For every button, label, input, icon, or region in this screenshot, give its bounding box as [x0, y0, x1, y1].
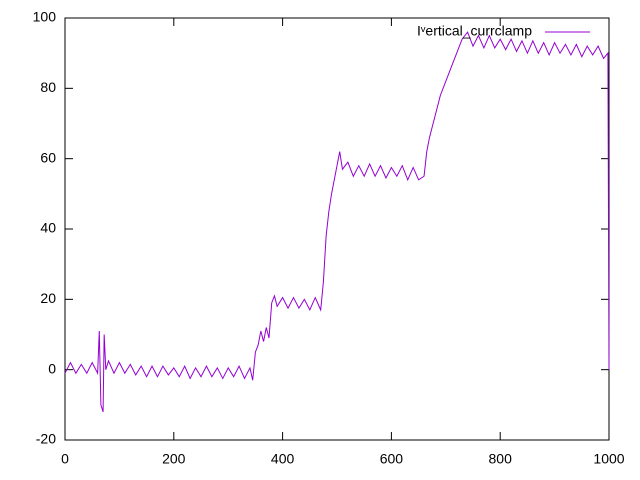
x-tick-label: 400	[271, 451, 295, 467]
x-tick-label: 0	[61, 451, 69, 467]
y-tick-label: 40	[40, 220, 56, 236]
y-tick-label: -20	[36, 431, 56, 447]
y-tick-label: 80	[40, 79, 56, 95]
x-tick-label: 200	[162, 451, 186, 467]
x-tick-label: 800	[489, 451, 513, 467]
x-tick-label: 600	[380, 451, 404, 467]
line	[64, 31, 610, 413]
legend-label: Iᵛertical_currclamp	[417, 23, 532, 39]
y-tick-label: 60	[40, 149, 56, 165]
y-tick-label: 20	[40, 290, 56, 306]
y-tick-label: 0	[48, 360, 56, 376]
x-tick-label: 1000	[593, 451, 624, 467]
y-tick-label: 100	[33, 9, 57, 25]
